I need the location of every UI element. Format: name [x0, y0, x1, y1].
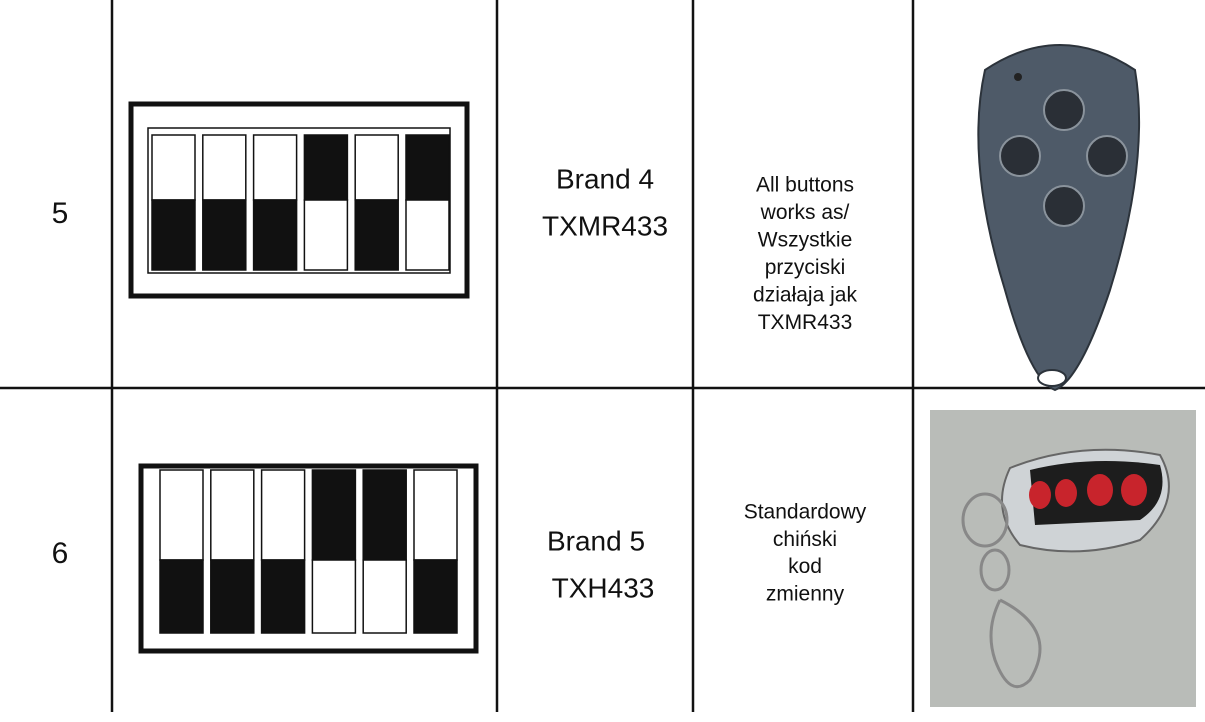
description: Standardowy	[744, 501, 867, 524]
description: TXMR433	[758, 311, 853, 334]
brand: Brand 5	[547, 525, 645, 556]
switch-top	[405, 134, 450, 201]
description: kod	[788, 555, 822, 578]
switch-top	[362, 469, 407, 561]
switch-top	[413, 469, 458, 561]
switch-bottom	[202, 199, 247, 271]
switch-bottom	[252, 199, 298, 271]
switch-bottom	[151, 199, 196, 271]
switch-top	[202, 134, 247, 201]
dip-switch	[128, 101, 470, 299]
brand: TXMR433	[542, 210, 668, 241]
description: zmienny	[766, 582, 845, 605]
description: Wszystkie	[758, 229, 853, 252]
dip-switch	[138, 463, 479, 654]
switch-top	[354, 134, 399, 201]
switch-top	[260, 469, 306, 561]
brand: Brand 4	[556, 163, 654, 194]
row-number: 5	[52, 197, 69, 230]
switch-bottom	[159, 559, 204, 634]
switch-bottom	[405, 199, 450, 271]
switch-bottom	[362, 559, 407, 634]
description: chiński	[773, 528, 837, 551]
remote-image	[977, 44, 1141, 392]
switch-bottom	[210, 559, 255, 634]
switch-bottom	[260, 559, 306, 634]
switch-bottom	[311, 559, 357, 634]
switch-bottom	[413, 559, 458, 634]
switch-top	[159, 469, 204, 561]
switch-top	[252, 134, 298, 201]
remote-image	[930, 410, 1196, 707]
description: All buttons	[756, 174, 854, 197]
switch-bottom	[354, 199, 399, 271]
switch-top	[151, 134, 196, 201]
description: działaja jak	[753, 284, 857, 307]
description: works as/	[760, 201, 850, 224]
row-number: 6	[52, 537, 69, 570]
switch-top	[210, 469, 255, 561]
description: przyciski	[765, 256, 846, 279]
switch-top	[311, 469, 357, 561]
switch-top	[303, 134, 349, 201]
switch-bottom	[303, 199, 349, 271]
brand: TXH433	[552, 572, 655, 603]
